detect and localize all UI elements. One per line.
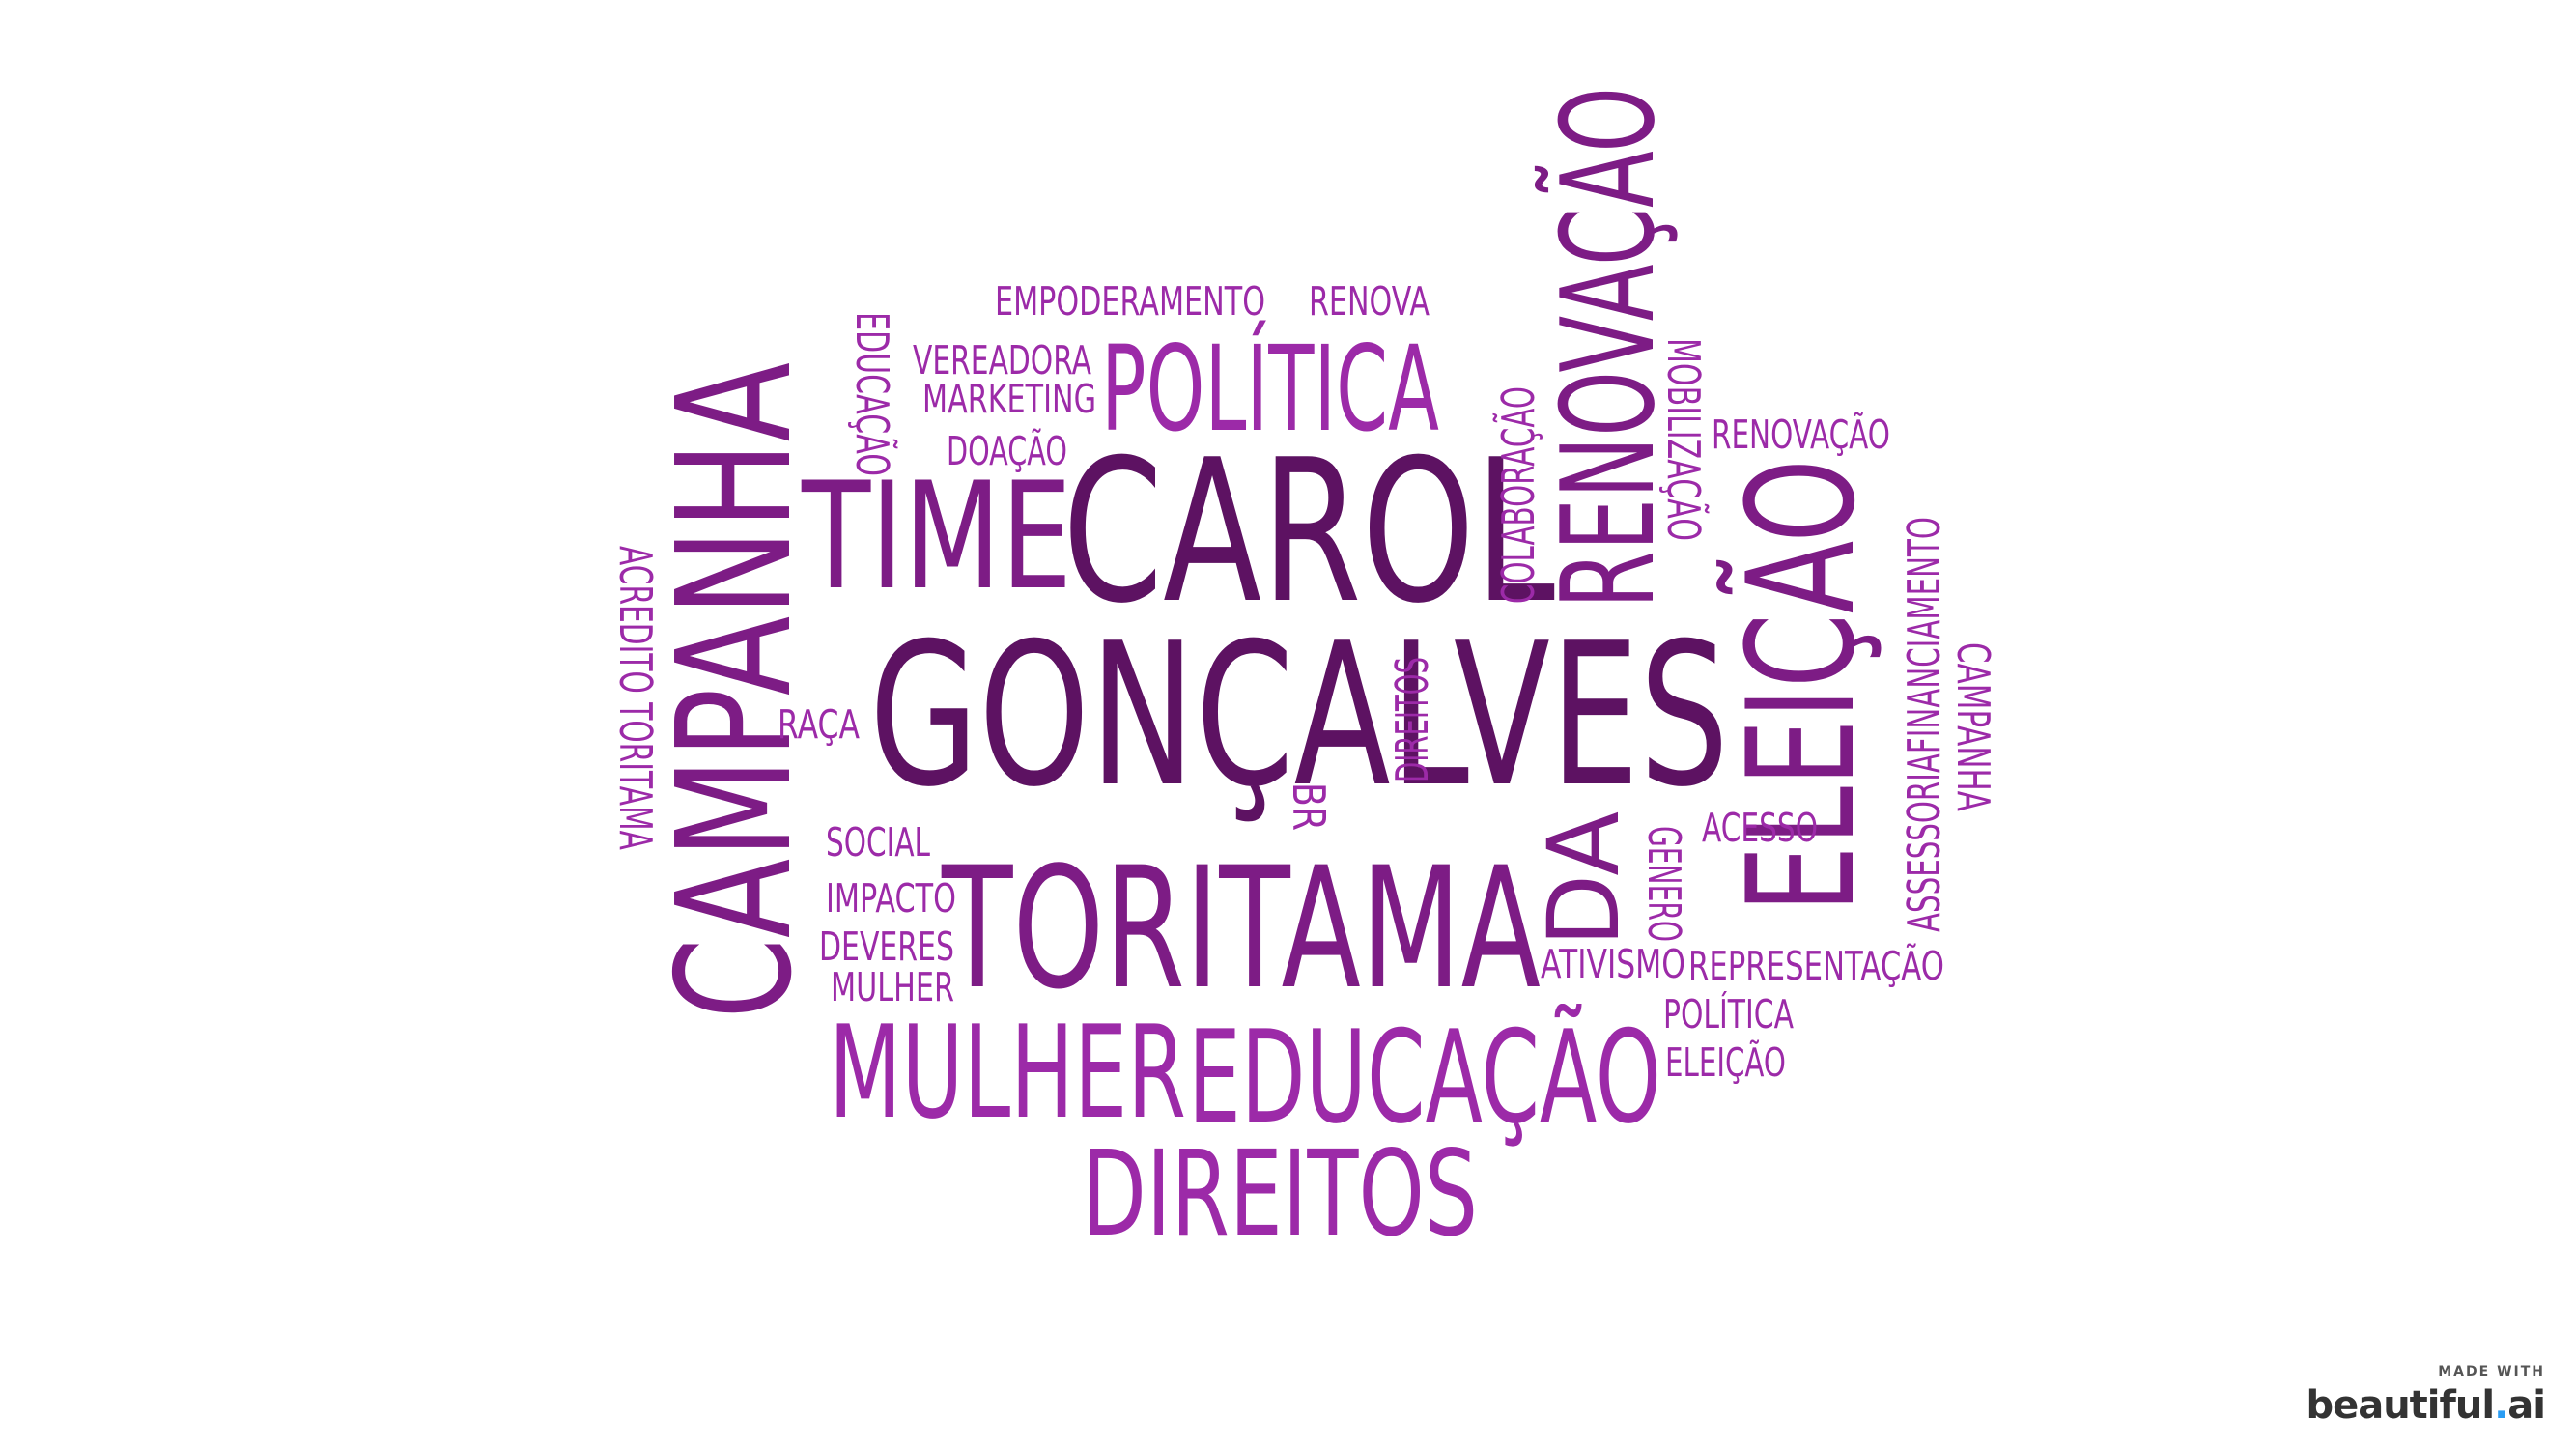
- cloud-word-vereadora: VEREADORA: [913, 337, 1091, 384]
- cloud-word-renovacao: RENOVAÇÃO: [1535, 87, 1684, 609]
- cloud-word-impacto: IMPACTO: [826, 875, 956, 922]
- cloud-word-time: TIME: [802, 451, 1072, 623]
- cloud-word-social: SOCIAL: [826, 819, 930, 866]
- cloud-word-educacao: EDUCAÇÃO: [846, 312, 898, 476]
- brand-dot: .: [2494, 1383, 2508, 1428]
- cloud-word-direitos: DIREITOS: [1386, 657, 1438, 782]
- cloud-word-politica: POLÍTICA: [1663, 991, 1794, 1037]
- made-with-label: MADE WITH: [2438, 1364, 2545, 1379]
- cloud-word-acesso: ACESSO: [1702, 805, 1818, 851]
- cloud-word-br: BR: [1283, 782, 1335, 831]
- cloud-word-mulher: MULHER: [829, 999, 1186, 1148]
- cloud-word-politica: POLÍTICA: [1101, 320, 1439, 458]
- cloud-word-mobilizacao: MOBILIZAÇÃO: [1657, 338, 1710, 541]
- cloud-word-renovacao: RENOVAÇÃO: [1712, 412, 1890, 458]
- cloud-word-da: DA: [1527, 810, 1642, 947]
- brand-name: beautiful: [2306, 1383, 2495, 1428]
- brand-tld: ai: [2507, 1383, 2546, 1428]
- cloud-word-raca: RAÇA: [778, 701, 860, 748]
- cloud-word-assessoriafinanciamento: ASSESSORIAFINANCIAMENTO: [1898, 517, 1950, 932]
- cloud-word-direitos: DIREITOS: [1082, 1124, 1478, 1263]
- cloud-word-renova: RENOVA: [1309, 278, 1430, 325]
- cloud-word-marketing: MARKETING: [922, 376, 1096, 422]
- cloud-word-campanha: CAMPANHA: [1947, 642, 1999, 811]
- cloud-word-colaboracao: COLABORAÇÃO: [1492, 386, 1544, 604]
- cloud-word-genero: GENERO: [1638, 826, 1690, 942]
- made-with-badge[interactable]: MADE WITH beautiful.ai: [2306, 1364, 2546, 1428]
- cloud-word-ativismo: ATIVISMO: [1541, 941, 1685, 987]
- cloud-word-empoderamento: EMPODERAMENTO: [995, 278, 1265, 325]
- cloud-word-carol: CAROL: [1062, 418, 1556, 647]
- cloud-word-acredito-toritama: ACREDITO TORITAMA: [609, 546, 662, 850]
- cloud-word-educacao: EDUCAÇÃO: [1188, 1004, 1661, 1152]
- cloud-word-eleicao: ELEIÇÃO: [1665, 1039, 1786, 1086]
- cloud-word-representacao: REPRESENTAÇÃO: [1688, 943, 1944, 989]
- cloud-word-campanha: CAMPANHA: [644, 362, 827, 1019]
- cloud-word-mulher: MULHER: [831, 964, 954, 1010]
- cloud-word-deveres: DEVERES: [819, 923, 954, 970]
- cloud-word-toritama: TORITAMA: [942, 831, 1541, 1026]
- brand-logo[interactable]: beautiful.ai: [2306, 1383, 2546, 1428]
- cloud-word-doacao: DOAÇÃO: [947, 428, 1067, 474]
- cloud-word-goncalves: GONÇALVES: [869, 602, 1729, 831]
